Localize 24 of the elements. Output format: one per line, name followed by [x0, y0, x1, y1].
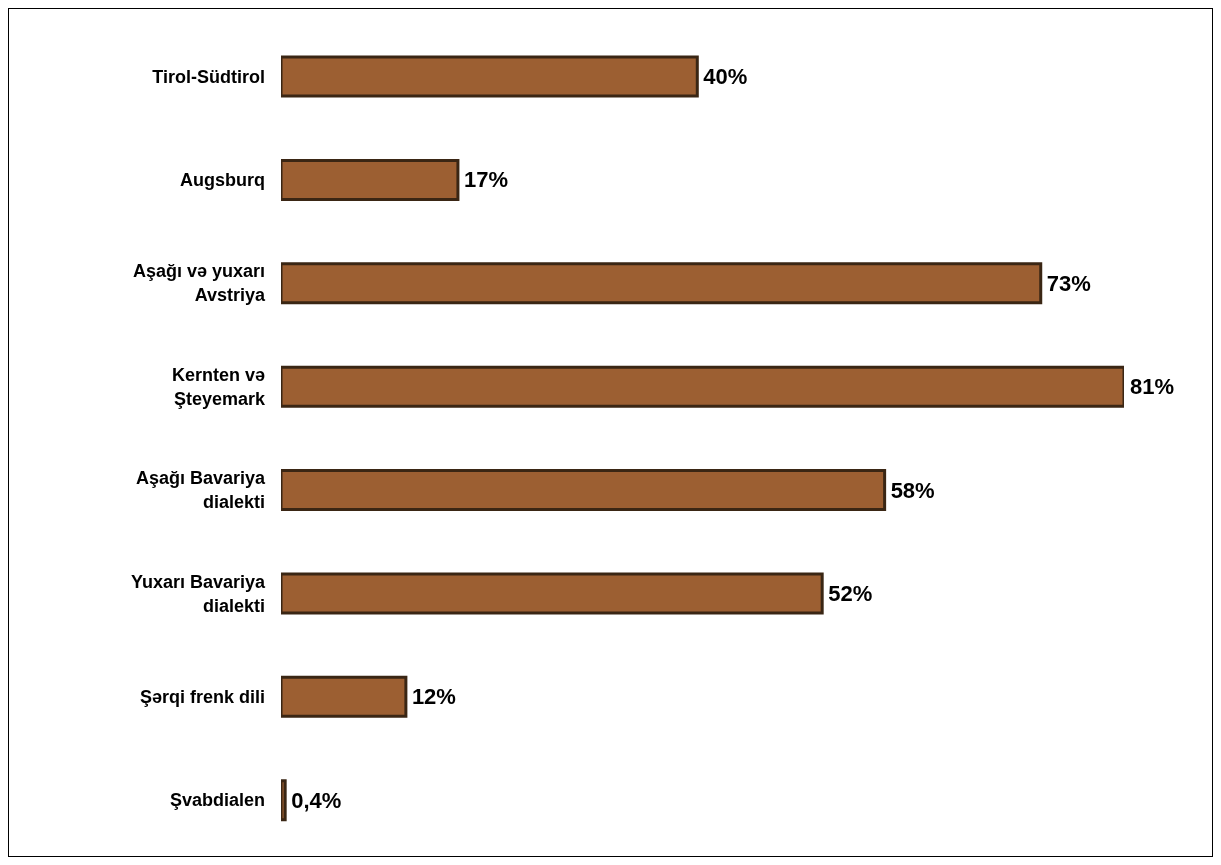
data-label: 40%: [703, 64, 748, 90]
y-tick-label: Yuxarı Bavariya dialekti: [130, 571, 266, 616]
y-tick-label: Şərqi frenk dili: [139, 686, 265, 707]
bar: [281, 158, 460, 201]
bar: [281, 675, 408, 718]
data-label: 81%: [1130, 374, 1175, 400]
bar: [281, 779, 287, 822]
bar: [281, 572, 824, 615]
data-label: 12%: [411, 684, 456, 710]
y-tick-label: Şvabdialen: [169, 790, 265, 811]
y-tick-label: Aşağı Bavariya dialekti: [135, 468, 266, 513]
y-tick-label: Tirol-Südtirol: [152, 66, 265, 87]
data-label: 0,4%: [291, 787, 342, 813]
data-label: 17%: [463, 167, 508, 193]
data-label: 58%: [890, 477, 935, 503]
bar: [281, 469, 887, 512]
y-tick-label: Kernten və Şteyemark: [171, 364, 266, 409]
data-label: 52%: [828, 580, 873, 606]
y-tick-label: Augsburq: [180, 170, 265, 191]
y-tick-label: Aşağı və yuxarı Avstriya: [132, 261, 266, 306]
bar: [281, 55, 699, 98]
data-label: 73%: [1046, 270, 1091, 296]
bar: [281, 262, 1043, 305]
bar: [281, 365, 1124, 408]
